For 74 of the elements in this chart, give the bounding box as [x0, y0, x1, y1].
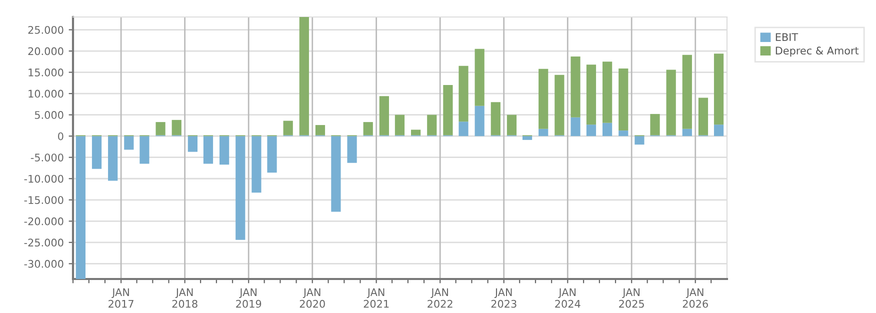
bar: [682, 54, 692, 129]
legend-label: Deprec & Amort: [776, 46, 859, 57]
y-tick-label: -25.000: [24, 238, 64, 247]
y-tick-label: -20.000: [24, 217, 64, 226]
y-tick-label: 10.000: [28, 90, 64, 98]
bar: [538, 128, 548, 136]
bar: [554, 74, 564, 136]
x-tick-label: JAN 2018: [172, 288, 198, 308]
bar: [443, 85, 453, 136]
y-tick-label: -10.000: [24, 174, 64, 183]
bar: [602, 62, 612, 123]
bar: [682, 128, 692, 136]
x-tick-label: JAN 2023: [491, 288, 516, 308]
bar: [586, 124, 596, 136]
y-tick-label: -5.000: [30, 154, 64, 162]
bar: [363, 122, 373, 136]
bar: [490, 102, 500, 136]
bar: [203, 136, 214, 164]
bar: [140, 136, 150, 164]
bar: [411, 130, 421, 136]
x-tick-label: JAN 2017: [108, 288, 134, 308]
bar: [331, 136, 341, 212]
bar: [506, 114, 517, 136]
bar: [474, 106, 484, 136]
bar: [586, 64, 596, 125]
bar: [394, 114, 405, 136]
bar: [76, 136, 86, 279]
bar: [315, 125, 326, 136]
y-tick-label: 15.000: [28, 68, 64, 76]
x-tick-label: JAN 2020: [300, 288, 325, 308]
bar: [602, 122, 612, 136]
bar: [570, 117, 580, 136]
legend-label: EBIT: [776, 33, 798, 41]
x-tick-label: JAN 2019: [236, 288, 262, 308]
bar: [522, 136, 532, 140]
bar: [124, 136, 134, 150]
bar: [252, 136, 262, 193]
bar: [92, 136, 102, 169]
bar: [714, 124, 724, 136]
bar: [698, 98, 708, 136]
y-tick-label: 20.000: [28, 47, 64, 56]
bar: [379, 96, 389, 136]
bar: [650, 114, 660, 136]
bar: [634, 136, 644, 145]
x-tick-label: JAN 2025: [619, 288, 644, 308]
bar: [188, 136, 198, 152]
bar: [618, 130, 628, 136]
x-tick-label: JAN 2022: [428, 288, 452, 308]
y-tick-label: 5.000: [34, 111, 64, 119]
bar: [618, 68, 628, 131]
bar: [156, 122, 166, 136]
bar: [427, 114, 437, 136]
x-tick-label: JAN 2026: [682, 288, 708, 308]
y-tick-label: -15.000: [24, 196, 64, 204]
x-tick-label: JAN 2021: [364, 288, 389, 308]
bar: [538, 68, 548, 129]
bar: [666, 70, 676, 136]
bar: [347, 136, 357, 163]
bar: [458, 122, 468, 136]
bar: [283, 120, 293, 136]
bar: [267, 136, 277, 173]
bar: [299, 17, 309, 136]
y-tick-label: 25.000: [28, 26, 64, 34]
bar: [570, 56, 580, 118]
bar: [458, 66, 468, 122]
x-tick-label: JAN 2024: [555, 288, 580, 308]
bar: [714, 54, 724, 125]
bar: [220, 136, 230, 165]
bar: [108, 136, 118, 181]
bar: [172, 120, 182, 136]
bar: [236, 136, 246, 240]
bar: [474, 48, 484, 106]
y-tick-label: -30.000: [24, 260, 64, 268]
y-tick-label: 0: [58, 132, 64, 140]
